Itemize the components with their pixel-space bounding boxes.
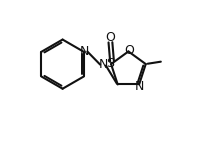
Text: N: N (135, 80, 145, 93)
Text: S: S (106, 57, 114, 70)
Text: N: N (98, 58, 108, 71)
Text: O: O (106, 31, 115, 44)
Text: N: N (80, 44, 89, 58)
Text: O: O (124, 44, 134, 57)
